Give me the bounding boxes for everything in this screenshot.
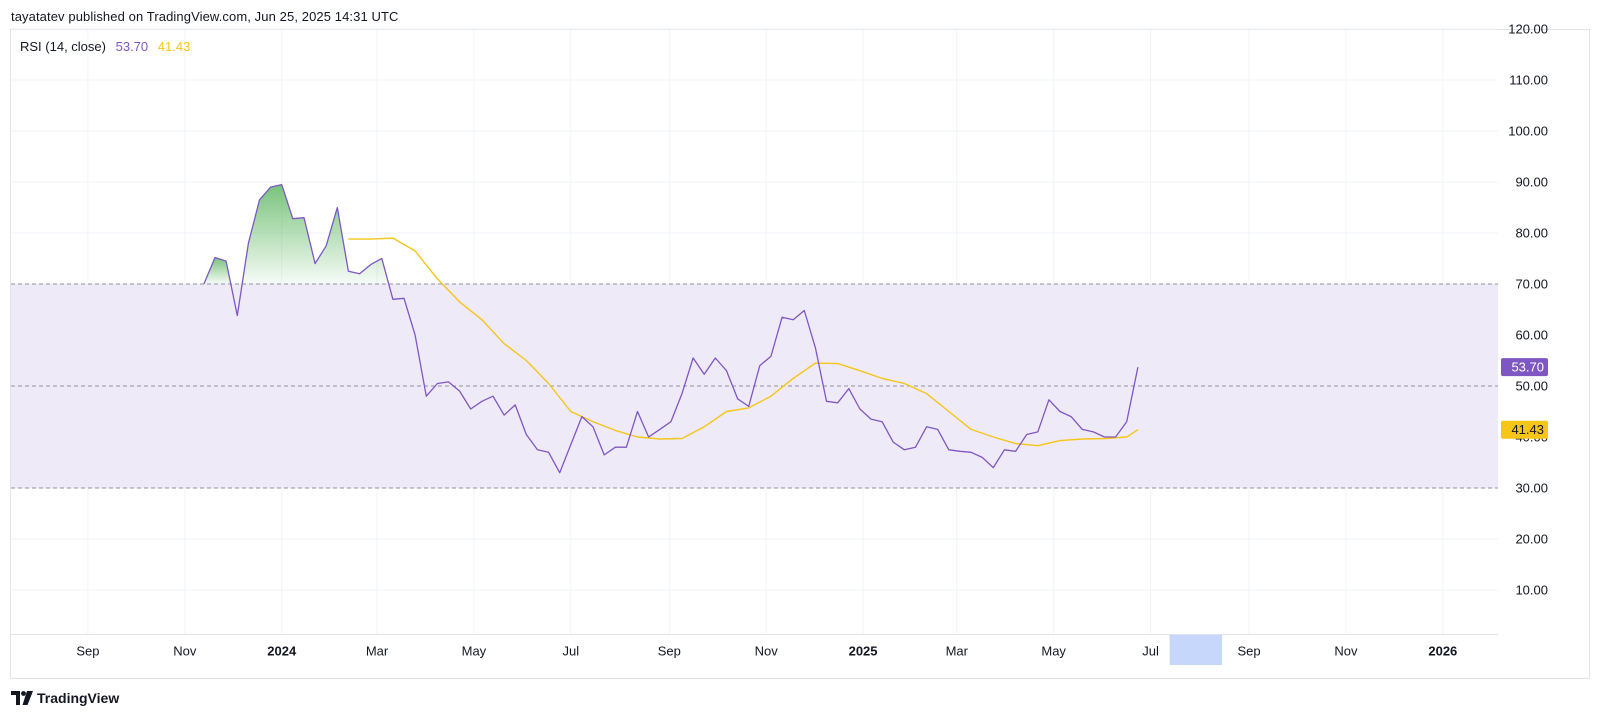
x-tick-label: 2026 [1428,644,1457,659]
y-tick-label: 50.00 [1515,379,1548,394]
publish-attribution: tayatatev published on TradingView.com, … [11,9,399,24]
legend-rsi-value: 53.70 [115,39,149,54]
y-tick-label: 30.00 [1515,481,1548,496]
x-tick-label: May [462,644,487,659]
x-tick-label: Mar [946,644,969,659]
y-tick-label: 70.00 [1515,277,1548,292]
x-tick-label: Nov [173,644,197,659]
x-tick-label: Nov [1334,644,1358,659]
overbought-fill-area [203,257,231,284]
x-tick-label: Nov [755,644,779,659]
tradingview-footer[interactable]: TradingView [11,690,119,706]
y-tick-label: 20.00 [1515,532,1548,547]
y-tick-label: 110.00 [1509,73,1548,88]
footer-brand-text: TradingView [37,690,120,706]
y-tick-label: 60.00 [1515,328,1548,343]
x-tick-label: 2025 [849,644,878,659]
tradingview-logo-icon [11,691,33,705]
y-tick-label: 120.00 [1508,22,1548,37]
rsi-value-badge-bg [1501,358,1548,377]
x-axis-highlight-range [1169,635,1223,665]
rsi-value-badge: 53.70 [1511,360,1544,375]
x-tick-label: Mar [366,644,389,659]
x-tick-label: May [1041,644,1066,659]
x-tick-label: Sep [658,644,681,659]
legend-indicator-name: RSI (14, close) [20,39,106,54]
y-tick-label: 80.00 [1515,226,1548,241]
y-tick-label: 90.00 [1515,175,1548,190]
ma-value-badge-bg [1501,420,1548,439]
x-tick-label: Jul [562,644,579,659]
x-tick-label: Jul [1142,644,1159,659]
indicator-legend[interactable]: RSI (14, close) 53.70 41.43 [20,39,190,54]
y-tick-label: 100.00 [1508,124,1548,139]
y-tick-label: 10.00 [1515,583,1548,598]
overbought-fill-area [242,184,389,284]
legend-ma-value: 41.43 [157,39,191,54]
rsi-ma-line [348,237,1139,447]
ma-value-badge: 41.43 [1511,422,1544,437]
rsi-line [203,183,1139,474]
x-tick-label: 2024 [267,644,297,659]
x-tick-label: Sep [1237,644,1260,659]
x-tick-label: Sep [76,644,99,659]
